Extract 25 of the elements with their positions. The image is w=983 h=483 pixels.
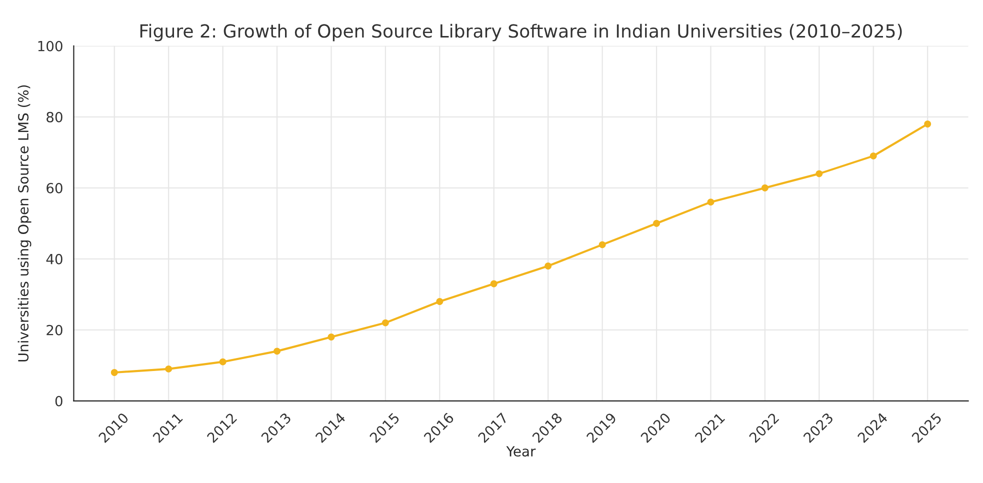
- point: [219, 358, 226, 366]
- y-tick-label: 100: [38, 40, 62, 52]
- y-tick-label: 20: [46, 324, 62, 336]
- point: [870, 152, 877, 160]
- point: [707, 198, 714, 206]
- point: [382, 319, 389, 326]
- point: [816, 170, 823, 178]
- point: [544, 262, 552, 270]
- point: [761, 184, 768, 192]
- point: [653, 220, 660, 227]
- point: [490, 280, 498, 288]
- y-tick-label: 40: [46, 254, 62, 264]
- point: [924, 120, 932, 128]
- point: [598, 241, 606, 248]
- point: [274, 348, 280, 355]
- y-tick-label: 0: [55, 396, 62, 406]
- point: [110, 369, 118, 376]
- chart-title: Figure 2: Growth of Open Source Library Software in Indian Universities (2010–2025): [140, 24, 902, 42]
- point: [436, 298, 444, 305]
- point: [165, 365, 172, 372]
- point: [328, 334, 335, 340]
- y-tick-label: 60: [46, 182, 62, 194]
- y-axis-title: Universities using Open Source LMS (%): [18, 85, 32, 362]
- y-tick-label: 80: [46, 112, 62, 122]
- x-axis-title: Year: [506, 446, 536, 457]
